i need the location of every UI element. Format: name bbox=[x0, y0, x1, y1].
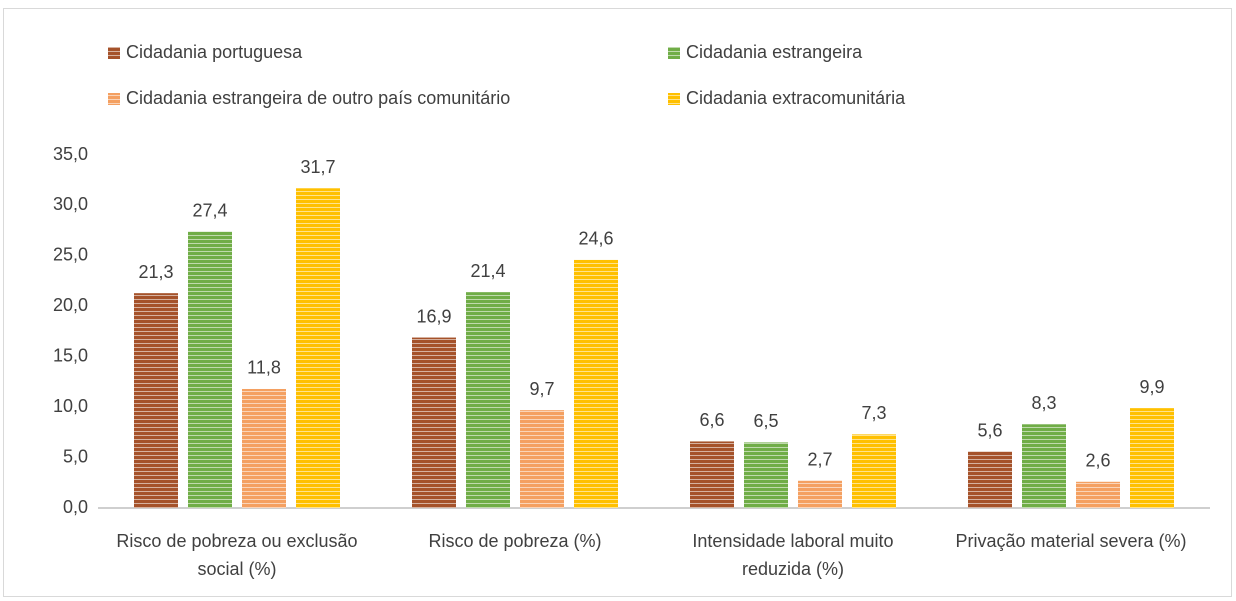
data-label: 21,4 bbox=[470, 261, 505, 281]
y-tick-label: 35,0 bbox=[53, 144, 88, 164]
bar bbox=[968, 451, 1012, 508]
bar bbox=[690, 441, 734, 508]
x-tick-label: Privação material severa (%) bbox=[955, 531, 1187, 551]
data-label: 27,4 bbox=[192, 200, 227, 220]
bar bbox=[520, 410, 564, 508]
data-label: 6,5 bbox=[753, 411, 778, 431]
legend-swatch bbox=[108, 47, 120, 59]
data-label: 11,8 bbox=[247, 358, 281, 378]
data-label: 5,6 bbox=[977, 420, 1002, 440]
bar bbox=[466, 292, 510, 508]
data-label: 8,3 bbox=[1031, 393, 1056, 413]
bar bbox=[1022, 424, 1066, 508]
data-label: 9,9 bbox=[1139, 377, 1164, 397]
data-label: 16,9 bbox=[416, 306, 451, 326]
legend-swatch bbox=[668, 47, 680, 59]
bar bbox=[188, 231, 232, 508]
data-label: 21,3 bbox=[138, 262, 173, 282]
y-tick-label: 30,0 bbox=[53, 194, 88, 214]
bar bbox=[134, 293, 178, 508]
y-tick-label: 25,0 bbox=[53, 245, 88, 265]
bar bbox=[1130, 408, 1174, 508]
legend-label: Cidadania estrangeira de outro país comu… bbox=[126, 88, 510, 108]
x-tick-label: Intensidade laboral muito reduzida (%) bbox=[692, 531, 894, 579]
data-label: 7,3 bbox=[861, 403, 886, 423]
legend-label: Cidadania extracomunitária bbox=[686, 88, 906, 108]
y-tick-label: 20,0 bbox=[53, 295, 88, 315]
legend-label: Cidadania portuguesa bbox=[126, 42, 303, 62]
legend-label: Cidadania estrangeira bbox=[686, 42, 863, 62]
x-tick-label: Risco de pobreza (%) bbox=[428, 531, 602, 551]
bar bbox=[1076, 481, 1120, 508]
y-tick-label: 5,0 bbox=[63, 446, 88, 466]
bar bbox=[242, 388, 286, 508]
bar bbox=[574, 259, 618, 508]
y-tick-label: 15,0 bbox=[53, 345, 88, 365]
bar bbox=[296, 188, 340, 509]
bar bbox=[852, 434, 896, 508]
bar bbox=[744, 442, 788, 508]
bar bbox=[412, 337, 456, 508]
legend-swatch bbox=[108, 93, 120, 105]
y-tick-label: 10,0 bbox=[53, 396, 88, 416]
data-label: 24,6 bbox=[578, 229, 613, 249]
legend-swatch bbox=[668, 93, 680, 105]
data-label: 6,6 bbox=[699, 410, 724, 430]
data-label: 2,7 bbox=[807, 450, 832, 470]
data-label: 2,6 bbox=[1085, 451, 1110, 471]
bar bbox=[798, 480, 842, 508]
y-tick-label: 0,0 bbox=[63, 497, 88, 517]
data-label: 31,7 bbox=[300, 157, 335, 177]
data-label: 9,7 bbox=[529, 379, 554, 399]
x-tick-label: Risco de pobreza ou exclusão social (%) bbox=[116, 531, 358, 579]
